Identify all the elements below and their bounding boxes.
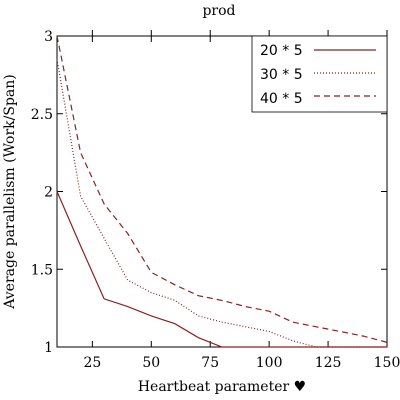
y-tick-label: 1 bbox=[44, 340, 53, 356]
x-tick-label: 25 bbox=[83, 355, 101, 371]
x-tick-label: 100 bbox=[256, 355, 283, 371]
y-axis-label: Average parallelism (Work/Span) bbox=[2, 74, 18, 310]
series-line-2 bbox=[56, 35, 388, 343]
legend-label-40x5: 40 * 5 bbox=[260, 91, 303, 107]
y-tick-label: 1.5 bbox=[31, 262, 53, 278]
series-line-1 bbox=[56, 59, 387, 348]
chart-title: prod bbox=[202, 3, 235, 19]
y-tick-label: 2 bbox=[44, 185, 53, 201]
series-layer bbox=[56, 35, 388, 348]
legend-label-20x5: 20 * 5 bbox=[260, 43, 303, 59]
x-axis-label: Heartbeat parameter ♥ bbox=[138, 379, 306, 395]
legend-box bbox=[251, 35, 388, 113]
x-tick-label: 150 bbox=[374, 355, 400, 371]
legend: 20 * 5 30 * 5 40 * 5 bbox=[251, 35, 388, 113]
y-tick-label: 3 bbox=[44, 29, 53, 45]
series-line-0 bbox=[56, 191, 387, 348]
y-tick-label: 2.5 bbox=[31, 107, 53, 123]
x-tick-label: 50 bbox=[142, 355, 160, 371]
axis-ticks: 25 50 75 100 125 150 1 1.5 2 2.5 3 bbox=[31, 29, 400, 371]
legend-label-30x5: 30 * 5 bbox=[260, 67, 303, 83]
x-tick-label: 75 bbox=[201, 355, 219, 371]
x-tick-label: 125 bbox=[315, 355, 342, 371]
